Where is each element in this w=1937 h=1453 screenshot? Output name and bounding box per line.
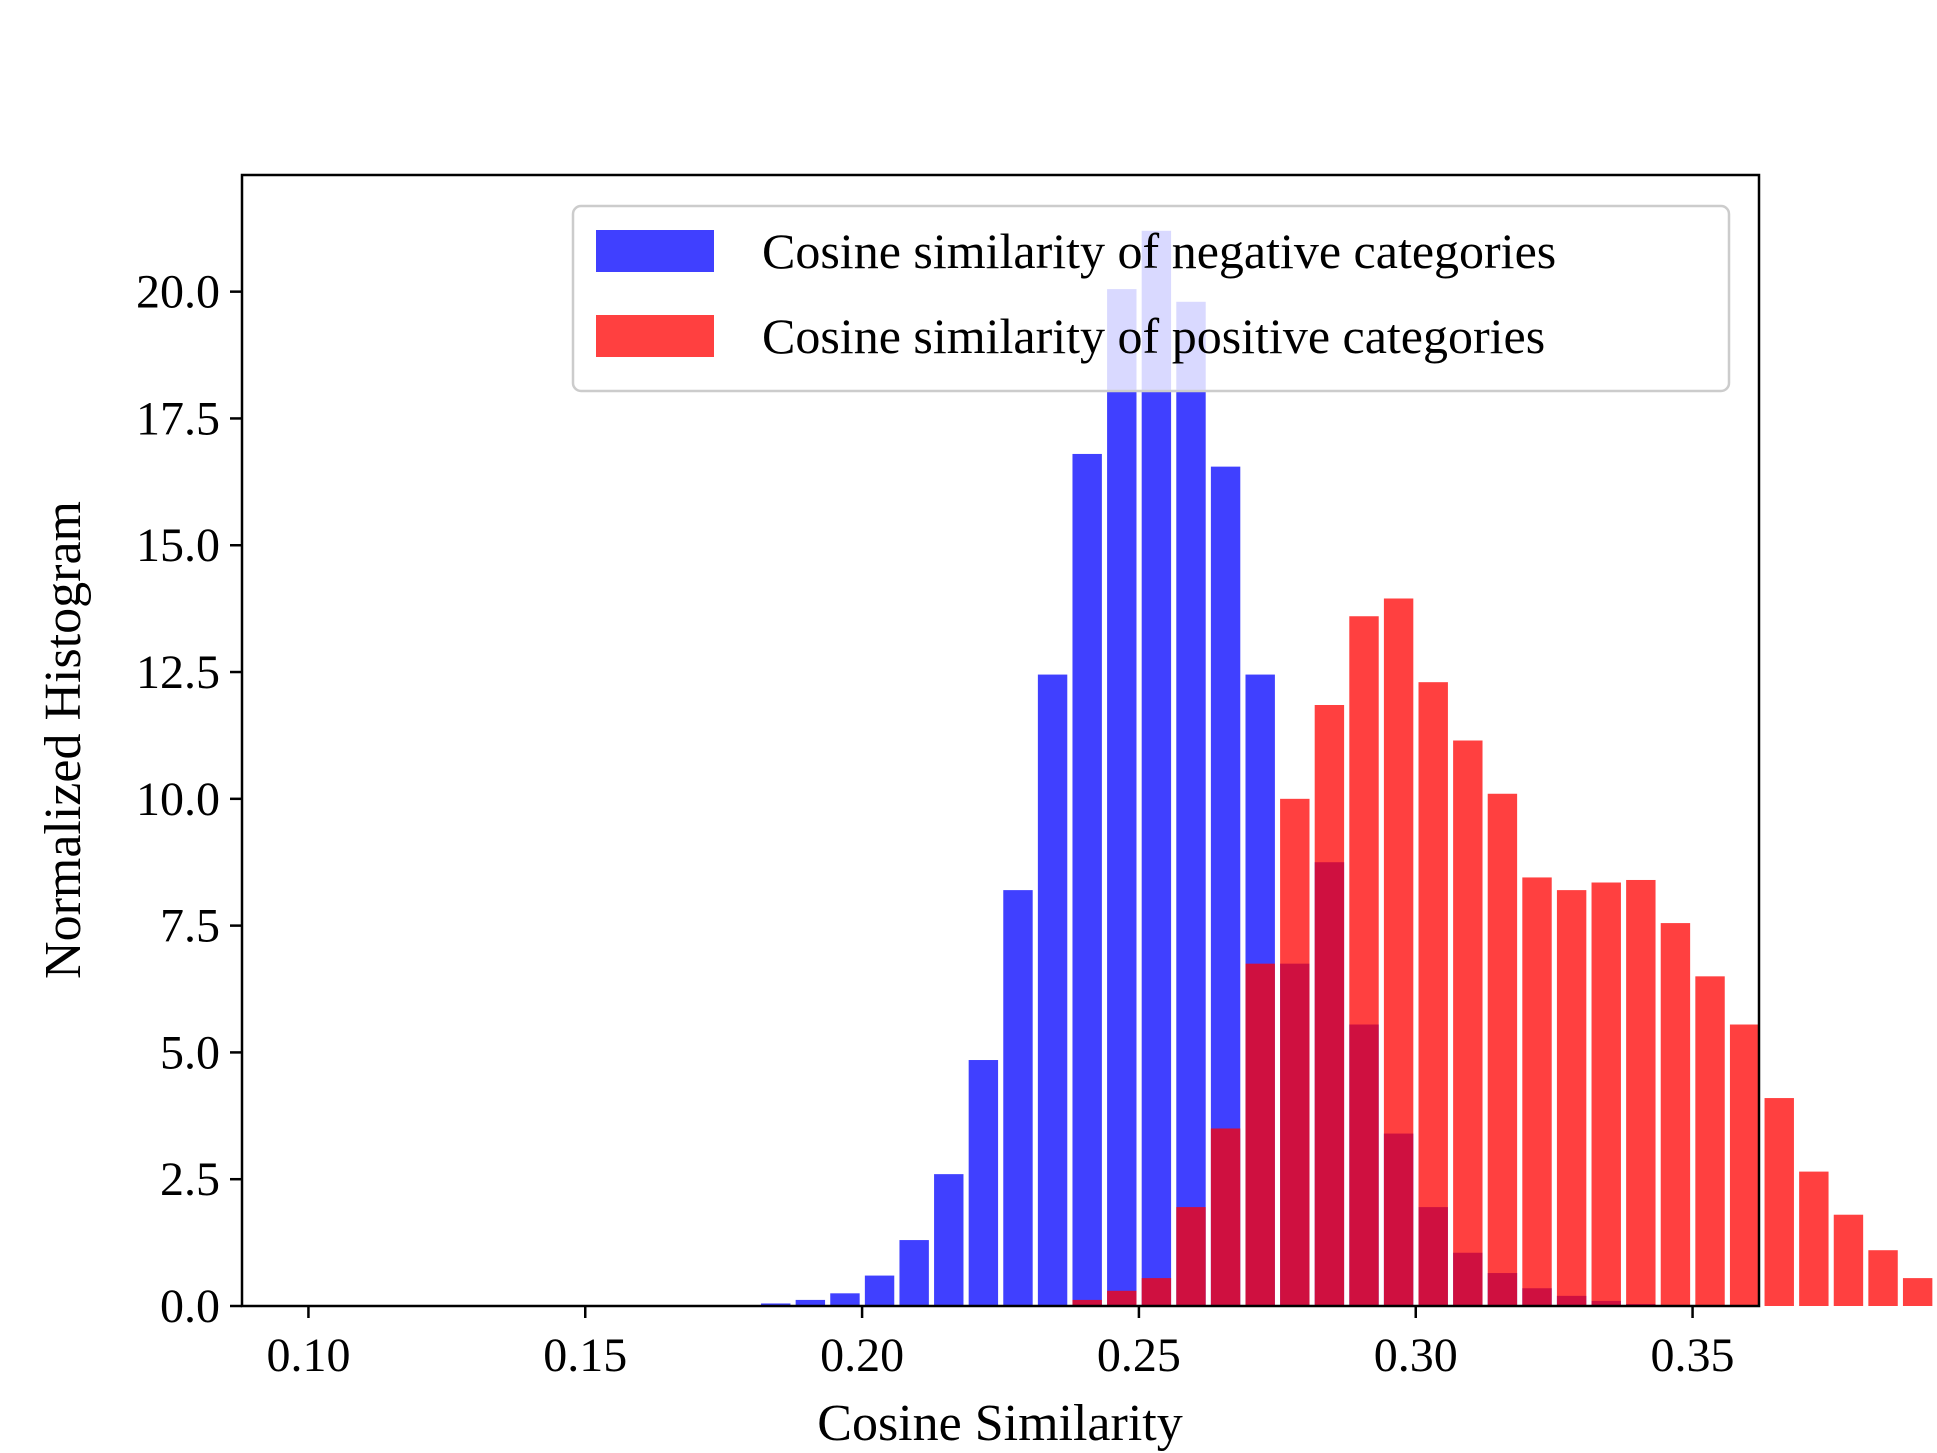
positive-bar <box>1660 923 1691 1306</box>
negative-bar <box>761 1303 791 1306</box>
x-axis-ticks: 0.10 0.15 0.20 0.25 0.30 0.35 <box>266 1306 1735 1382</box>
y-tick-label: 5.0 <box>160 1026 220 1079</box>
positive-bar <box>1522 877 1552 1306</box>
negative-bar <box>1107 289 1137 1306</box>
negative-bar <box>1072 453 1102 1307</box>
negative-bar <box>899 1240 929 1306</box>
positive-bar <box>1245 963 1275 1306</box>
positive-bar <box>1453 740 1483 1306</box>
x-tick-label: 0.35 <box>1651 1329 1735 1382</box>
y-axis-ticks: 0.0 2.5 5.0 7.5 10.0 12.5 15.0 17.5 20.0 <box>136 266 242 1333</box>
positive-series-bars <box>1072 598 1933 1306</box>
y-tick-label: 0.0 <box>160 1280 220 1333</box>
axes-frame <box>240 173 1761 1308</box>
y-tick-label: 7.5 <box>160 900 220 953</box>
positive-bar <box>1072 1299 1102 1306</box>
positive-bar <box>1349 616 1379 1306</box>
negative-bar <box>1003 890 1033 1306</box>
negative-bar <box>1176 301 1206 1307</box>
y-axis-label: Normalized Histogram <box>35 501 92 979</box>
positive-bar <box>1556 890 1587 1306</box>
positive-bar <box>1626 879 1656 1306</box>
y-tick-label: 20.0 <box>136 266 220 319</box>
y-tick-label: 2.5 <box>160 1153 220 1206</box>
positive-bar <box>1107 1290 1137 1306</box>
x-tick-label: 0.25 <box>1097 1329 1181 1382</box>
x-tick-label: 0.10 <box>266 1329 350 1382</box>
x-axis-label: Cosine Similarity <box>817 1395 1182 1452</box>
negative-bar <box>1037 674 1068 1306</box>
y-tick-label: 15.0 <box>136 519 220 572</box>
legend: Cosine similarity of negative categories… <box>571 204 1731 393</box>
x-tick-label: 0.15 <box>543 1329 627 1382</box>
positive-bar <box>1695 976 1725 1306</box>
negative-bar <box>934 1174 964 1306</box>
positive-bar <box>1314 704 1345 1306</box>
positive-bar <box>1383 598 1414 1306</box>
positive-bar <box>1141 1278 1172 1306</box>
negative-bar <box>795 1299 826 1306</box>
positive-bar <box>1418 682 1448 1306</box>
positive-bar <box>1902 1278 1933 1306</box>
positive-bar <box>1280 798 1310 1306</box>
y-tick-label: 12.5 <box>136 646 220 699</box>
legend-label-negative: Cosine similarity of negative categories <box>762 223 1556 279</box>
legend-swatch-negative <box>596 230 714 272</box>
positive-bar <box>1729 1024 1760 1306</box>
positive-bar <box>1210 1128 1241 1306</box>
positive-bar <box>1868 1250 1898 1306</box>
negative-bar <box>968 1060 999 1306</box>
y-tick-label: 17.5 <box>136 392 220 445</box>
positive-bar <box>1833 1214 1864 1306</box>
y-tick-label: 10.0 <box>136 773 220 826</box>
positive-bar <box>1487 793 1518 1306</box>
negative-bar <box>1141 230 1172 1307</box>
positive-bar <box>1799 1171 1829 1306</box>
legend-frame <box>571 204 1731 393</box>
positive-bar <box>1764 1098 1794 1306</box>
legend-swatch-positive <box>596 315 714 357</box>
positive-bar <box>1176 1207 1206 1306</box>
x-tick-label: 0.20 <box>820 1329 904 1382</box>
x-tick-label: 0.30 <box>1374 1329 1458 1382</box>
negative-bar <box>830 1293 860 1306</box>
negative-bar <box>864 1275 895 1306</box>
positive-bar <box>1591 882 1621 1306</box>
legend-label-positive: Cosine similarity of positive categories <box>762 308 1545 364</box>
